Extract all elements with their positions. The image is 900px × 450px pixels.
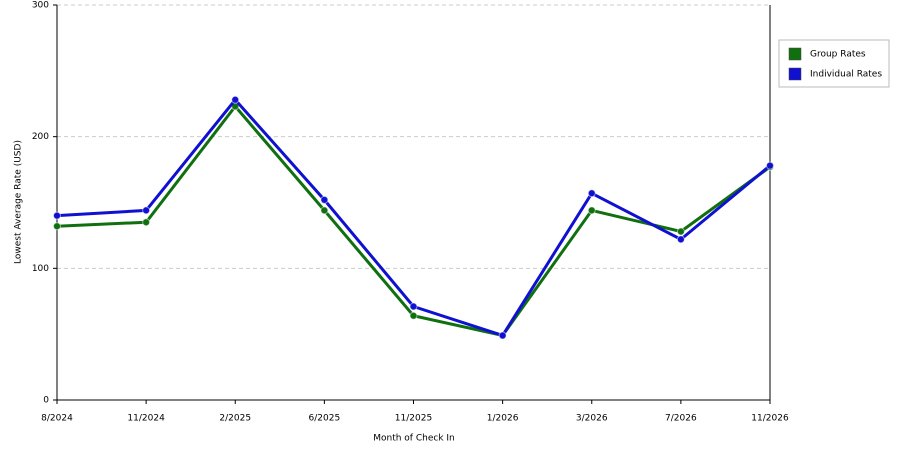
legend-label: Group Rates	[810, 50, 866, 60]
point	[409, 311, 418, 320]
x-tick-label: 7/2026	[665, 414, 697, 424]
point	[53, 222, 61, 231]
y-axis-label: Lowest Average Rate (USD)	[14, 140, 24, 264]
point	[587, 206, 596, 215]
y-tick-label: 0	[43, 396, 49, 406]
point	[142, 218, 151, 227]
point	[498, 331, 507, 340]
point	[53, 211, 61, 220]
legend-swatch	[788, 67, 802, 81]
point	[320, 195, 329, 204]
x-tick-label: 11/2025	[395, 414, 432, 424]
point	[142, 206, 151, 215]
legend-label: Individual Rates	[810, 70, 882, 80]
x-tick-label: 1/2026	[487, 414, 519, 424]
x-axis-label: Month of Check In	[373, 434, 455, 444]
point	[676, 227, 685, 236]
x-tick-label: 11/2026	[751, 414, 789, 424]
point	[587, 189, 596, 198]
x-tick-label: 6/2025	[309, 414, 341, 424]
point	[676, 235, 685, 244]
x-tick-label: 8/2024	[41, 414, 73, 424]
point	[320, 206, 329, 215]
x-tick-label: 2/2025	[219, 414, 251, 424]
x-tick-label: 3/2026	[576, 414, 608, 424]
y-tick-label: 100	[32, 264, 49, 274]
point	[409, 302, 418, 311]
point	[766, 161, 774, 170]
point	[231, 95, 240, 104]
x-tick-label: 11/2024	[127, 414, 165, 424]
y-tick-label: 200	[32, 132, 49, 142]
y-tick-label: 300	[32, 1, 49, 11]
legend-swatch	[788, 47, 802, 61]
